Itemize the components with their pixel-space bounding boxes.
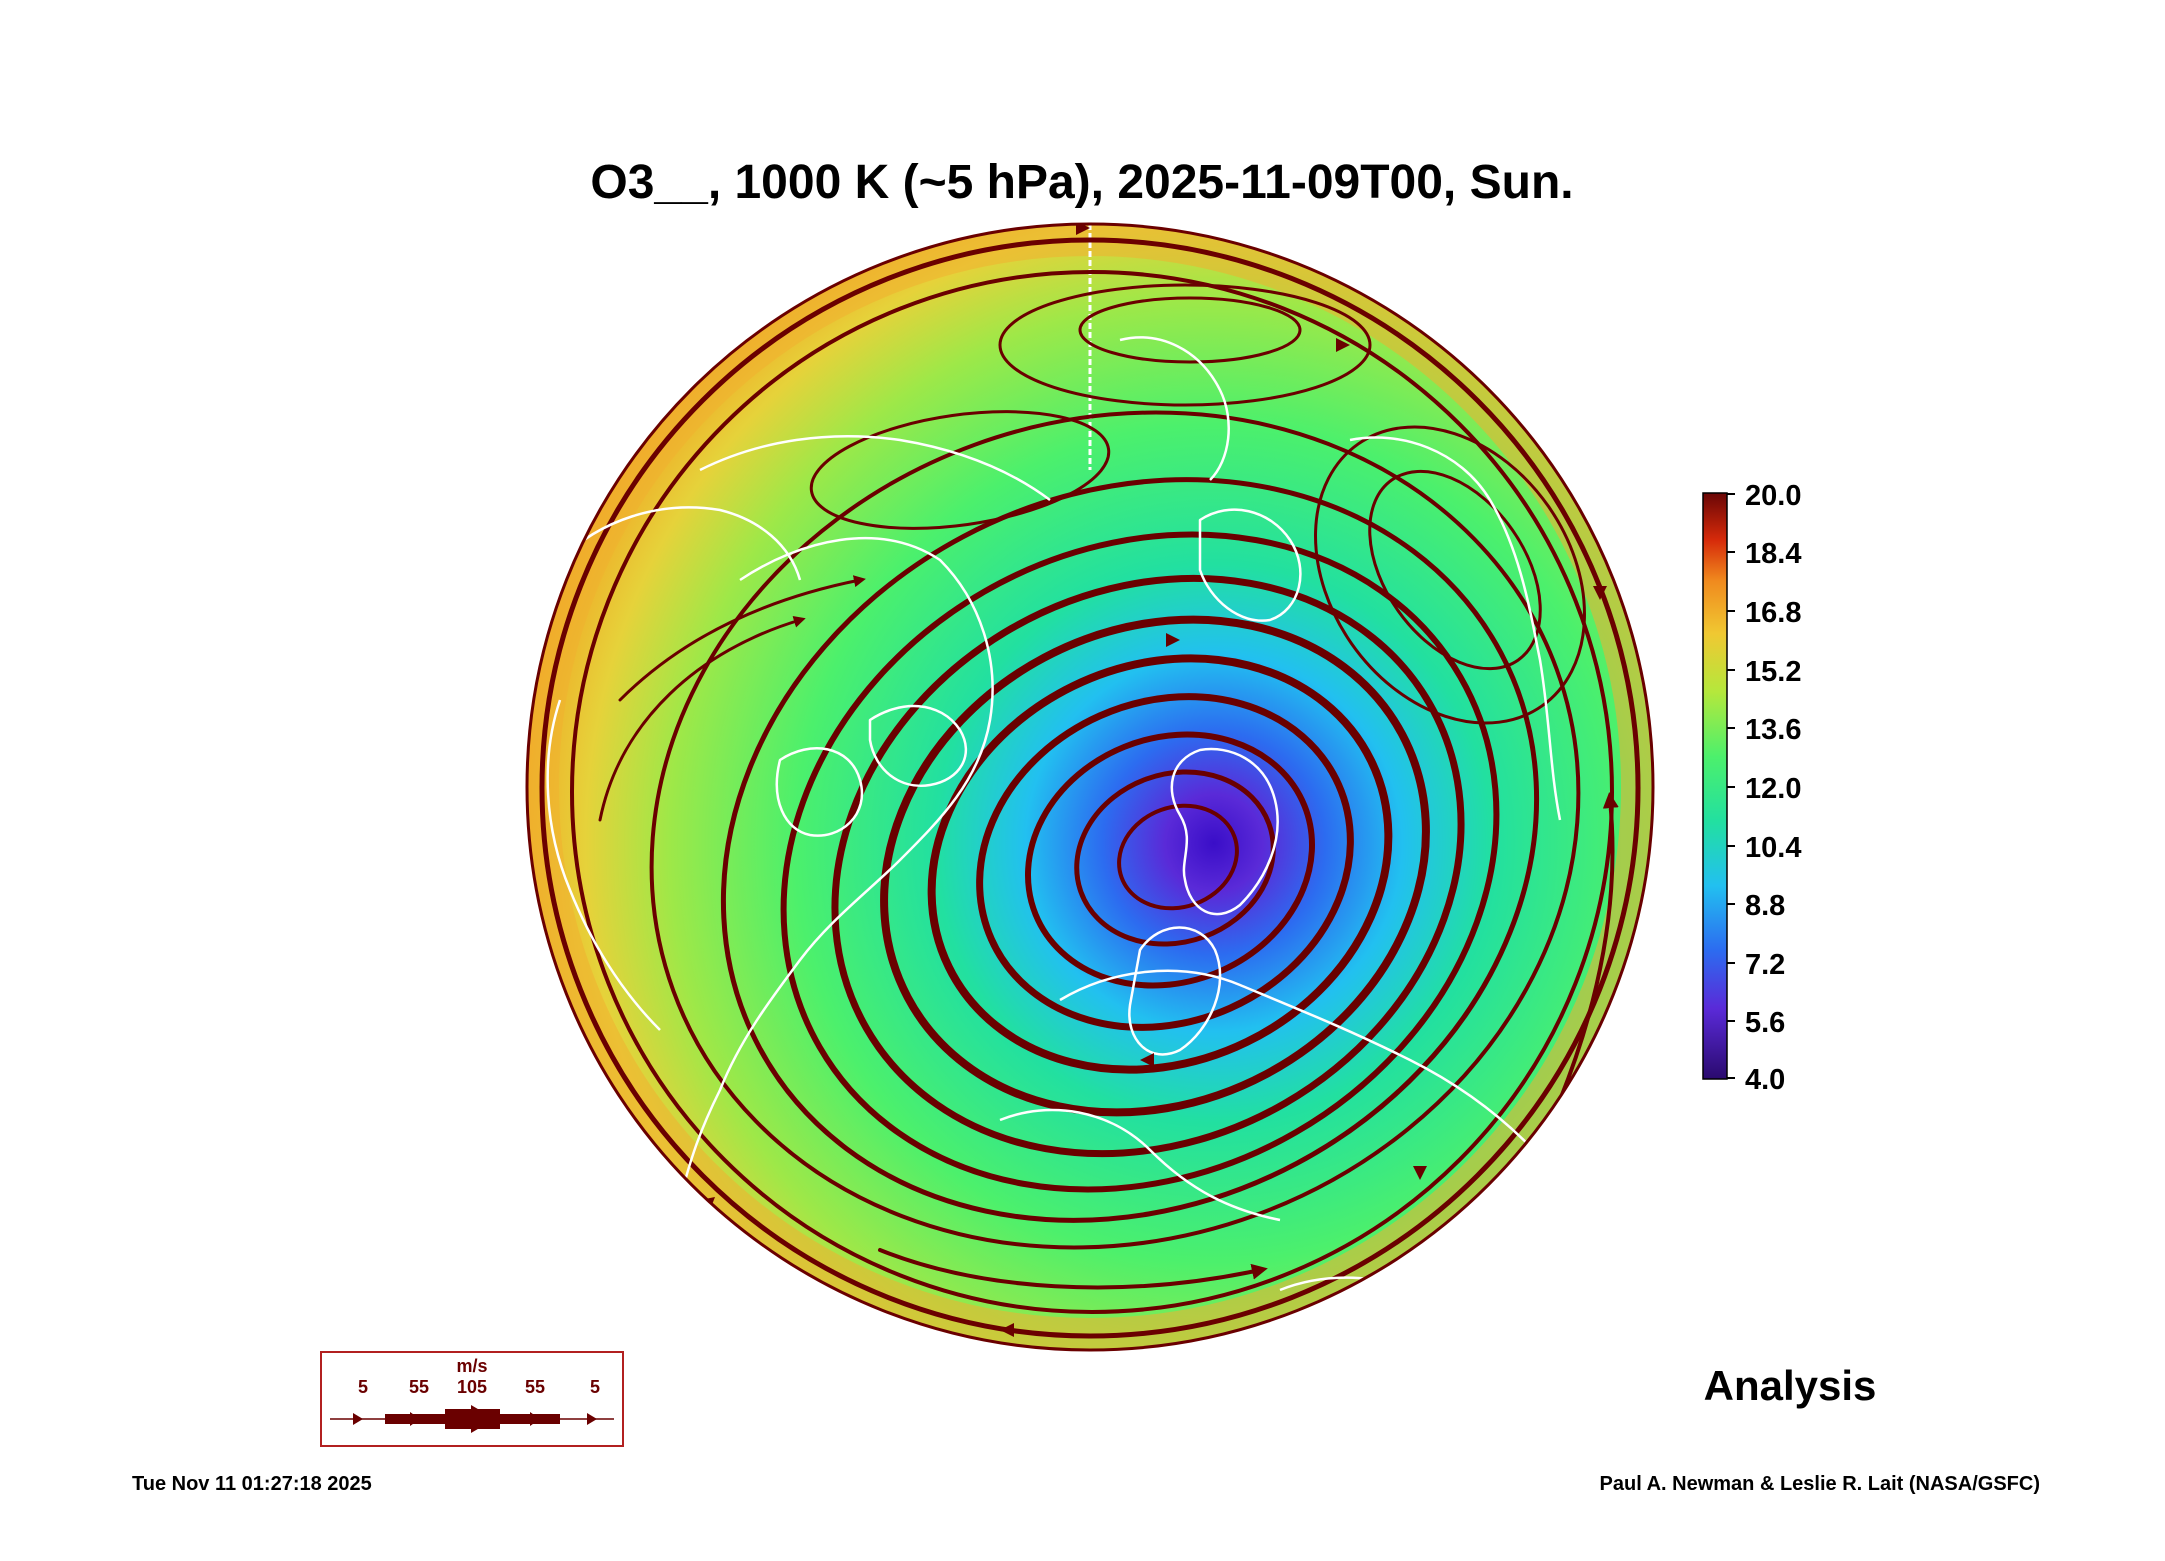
colorbar-tick-label: 7.2 [1745, 949, 1785, 981]
colorbar-gradient [1702, 492, 1728, 1080]
streamline [780, 531, 1500, 1193]
streamline [598, 615, 806, 822]
streamline [976, 693, 1354, 1031]
ozone-field [527, 224, 1653, 1350]
streamline [927, 654, 1393, 1074]
colorbar-tick-label: 5.6 [1745, 1007, 1785, 1039]
arrow-marker [1000, 1323, 1014, 1337]
arrow-marker [1336, 338, 1350, 352]
globe-outline [525, 222, 1655, 1352]
polar-map [525, 222, 1655, 1352]
arrow-marker [587, 1413, 597, 1425]
coastline-east-asia [1349, 436, 1562, 821]
arrow-marker [1413, 1166, 1427, 1180]
coastline-arctic-islands [868, 704, 968, 788]
coastline-alaska [559, 506, 802, 581]
arrow-marker [530, 1412, 540, 1426]
colorbar-tick-label: 10.4 [1745, 832, 1801, 864]
streamline [570, 270, 1614, 1314]
colorbar-tick-labels: 20.0 18.4 16.8 15.2 13.6 12.0 10.4 8.8 7… [1745, 480, 1801, 1096]
coastline-pacific [699, 435, 1051, 502]
colorbar-tick-marks [1727, 493, 1735, 1079]
wind-legend-speed: 105 [457, 1377, 487, 1397]
streamline [1314, 425, 1586, 725]
streamline [880, 615, 1430, 1117]
analysis-label: Analysis [1704, 1362, 1877, 1409]
coastline-greenland [1170, 747, 1279, 916]
wind-legend: m/s 5 55 105 55 5 [320, 1351, 624, 1447]
arrow-marker [471, 1405, 495, 1433]
coastline-siberia [1198, 508, 1302, 622]
streamline [649, 410, 1581, 1250]
footer-credit: Paul A. Newman & Leslie R. Lait (NASA/GS… [1600, 1473, 2040, 1495]
wind-legend-speed: 5 [590, 1377, 600, 1397]
arrow-marker [1593, 586, 1607, 600]
wind-streamlines [539, 237, 1641, 1339]
colorbar-tick-label: 16.8 [1745, 597, 1801, 629]
colorbar-tick-label: 8.8 [1745, 890, 1785, 922]
streamline [831, 574, 1465, 1158]
arrow-marker [410, 1412, 420, 1426]
colorbar-tick-label: 4.0 [1745, 1064, 1785, 1096]
coastline-north-america [678, 536, 994, 1201]
colorbar-tick-label: 12.0 [1745, 773, 1801, 805]
colorbar-tick-label: 20.0 [1745, 480, 1801, 512]
streamline [1078, 296, 1302, 364]
coastlines [546, 336, 1612, 1350]
coastline-scandinavia [1128, 926, 1222, 1056]
streamline [1368, 469, 1542, 671]
streamline [539, 237, 1641, 1339]
arrow-marker [573, 500, 587, 514]
coastline-kamchatka [1119, 336, 1230, 481]
wind-legend-speed: 55 [525, 1377, 545, 1397]
chart-title: O3__, 1000 K (~5 hPa), 2025-11-09T00, Su… [590, 156, 1573, 209]
colorbar-tick-label: 18.4 [1745, 538, 1801, 570]
colorbar: 20.0 18.4 16.8 15.2 13.6 12.0 10.4 8.8 7… [1702, 480, 1801, 1096]
wind-legend-unit: m/s [456, 1356, 487, 1376]
coastline-west [546, 699, 661, 1031]
streamline [720, 477, 1540, 1223]
footer-timestamp: Tue Nov 11 01:27:18 2025 [132, 1473, 372, 1495]
arrow-marker [353, 1413, 363, 1425]
coastline-europe [999, 1108, 1281, 1222]
colorbar-tick-label: 13.6 [1745, 714, 1801, 746]
wind-legend-speed: 5 [358, 1377, 368, 1397]
coastline-hudson [775, 747, 864, 837]
streamline [809, 410, 1111, 530]
streamline [1025, 731, 1315, 989]
arrow-marker [1166, 633, 1180, 647]
streamline [878, 1248, 1268, 1290]
streamline [618, 575, 866, 702]
wind-legend-arrows [353, 1405, 597, 1433]
colorbar-tick-label: 15.2 [1745, 656, 1801, 688]
streamline [1558, 792, 1619, 1102]
wind-legend-speed: 55 [409, 1377, 429, 1397]
arrow-marker [1140, 1053, 1154, 1067]
streamline [998, 283, 1372, 407]
